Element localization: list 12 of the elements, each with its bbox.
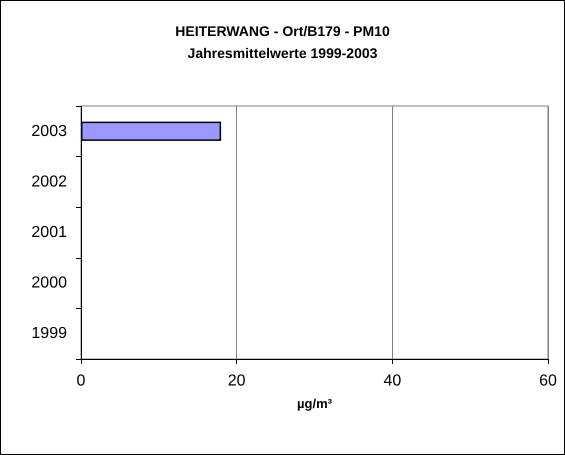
y-tick-label: 2000	[31, 274, 68, 292]
x-tick-label: 0	[76, 372, 86, 390]
x-tick-label: 60	[539, 372, 557, 390]
y-tick-label: 2002	[31, 173, 68, 190]
x-tick-label: 20	[228, 372, 246, 390]
chart-title: HEITERWANG - Ort/B179 - PM10	[175, 23, 390, 39]
x-axis-title: µg/m³	[297, 396, 333, 411]
y-tick-label: 2003	[31, 122, 68, 140]
x-tick-label: 40	[383, 372, 402, 390]
y-tick-label: 1999	[31, 325, 68, 342]
chart-subtitle: Jahresmittelwerte 1999-2003	[188, 45, 378, 61]
y-tick-label: 2001	[31, 224, 68, 241]
